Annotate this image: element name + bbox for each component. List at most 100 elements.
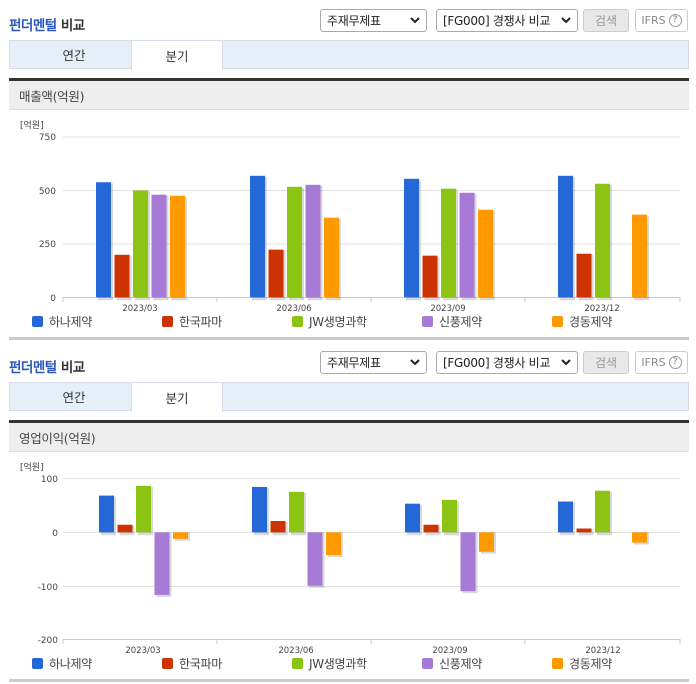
x-tick-labels: 2023/03 2023/06 2023/09 2023/12	[125, 646, 620, 656]
legend-swatch	[552, 316, 563, 327]
x-ticks	[62, 297, 681, 302]
legend-item[interactable]: 신풍제약	[422, 313, 482, 330]
tab-quarterly[interactable]: 분기	[131, 40, 223, 70]
chevron-down-icon	[410, 17, 420, 24]
svg-text:250: 250	[39, 240, 56, 250]
svg-text:2023/12: 2023/12	[584, 304, 619, 314]
unit-label: [억원]	[20, 463, 44, 473]
bar	[136, 485, 151, 533]
bars	[99, 485, 649, 597]
chevron-down-icon	[561, 17, 571, 24]
period-tabs: 연간 분기	[9, 40, 689, 70]
bar	[576, 528, 592, 533]
help-icon[interactable]: ?	[668, 356, 682, 369]
legend-item[interactable]: 경동제약	[552, 655, 612, 672]
svg-text:2023/09: 2023/09	[432, 646, 467, 656]
svg-text:-200: -200	[38, 636, 59, 646]
svg-text:750: 750	[39, 133, 56, 143]
bar	[324, 217, 339, 298]
ifrs-button[interactable]: IFRS ?	[635, 9, 688, 32]
svg-text:100: 100	[41, 475, 58, 485]
legend-item[interactable]: 하나제약	[32, 655, 92, 672]
legend-swatch	[162, 658, 173, 669]
svg-text:-100: -100	[38, 583, 59, 593]
legend-item[interactable]: 한국파마	[162, 313, 222, 330]
bar	[422, 255, 438, 298]
bar	[250, 175, 265, 298]
legend-swatch	[32, 658, 43, 669]
bar	[423, 524, 439, 533]
bar	[173, 532, 188, 539]
legend-swatch	[292, 658, 303, 669]
legend-item[interactable]: 하나제약	[32, 313, 92, 330]
bar	[460, 532, 476, 592]
bar	[404, 178, 419, 298]
bar	[595, 183, 610, 298]
peer-group-select[interactable]: [FG000] 경쟁사 비교	[436, 351, 578, 374]
legend-item[interactable]: 경동제약	[552, 313, 612, 330]
chart-legend: 하나제약 한국파마 JW생명과학 신풍제약 경동제약	[0, 655, 696, 671]
bar	[287, 186, 302, 298]
unit-label: [억원]	[20, 121, 44, 131]
legend-swatch	[552, 658, 563, 669]
legend-swatch	[422, 658, 433, 669]
bar	[576, 253, 592, 298]
section-title: 매출액(억원)	[9, 81, 689, 110]
bar	[305, 184, 321, 298]
x-ticks	[62, 639, 681, 644]
bar	[133, 190, 148, 298]
legend-item[interactable]: JW생명과학	[292, 313, 367, 330]
search-button[interactable]: 검색	[583, 351, 629, 374]
bar	[632, 214, 647, 298]
bars	[96, 175, 649, 301]
search-button[interactable]: 검색	[583, 9, 629, 32]
svg-text:0: 0	[50, 294, 56, 304]
bar	[558, 175, 573, 298]
statement-select[interactable]: 주재무제표	[320, 351, 427, 374]
legend-swatch	[292, 316, 303, 327]
svg-text:2023/06: 2023/06	[278, 646, 313, 656]
peer-group-select[interactable]: [FG000] 경쟁사 비교	[436, 9, 578, 32]
section-title: 영업이익(억원)	[9, 423, 689, 452]
sales-bar-chart: 750 500 250 0 2023/03 2023/06 2023/09 20…	[39, 133, 681, 314]
statement-select[interactable]: 주재무제표	[320, 9, 427, 32]
bar	[117, 524, 133, 533]
tab-quarterly[interactable]: 분기	[131, 382, 223, 412]
help-icon[interactable]: ?	[668, 14, 682, 27]
bar	[558, 501, 573, 533]
bar	[405, 503, 420, 533]
x-tick-labels: 2023/03 2023/06 2023/09 2023/12	[122, 304, 619, 314]
bar	[252, 486, 267, 533]
chart-legend: 하나제약 한국파마 JW생명과학 신풍제약 경동제약	[0, 313, 696, 329]
legend-item[interactable]: JW생명과학	[292, 655, 367, 672]
tab-annual[interactable]: 연간	[62, 390, 86, 405]
svg-text:2023/06: 2023/06	[276, 304, 311, 314]
divider	[9, 337, 689, 340]
tab-annual[interactable]: 연간	[62, 48, 86, 63]
bar	[595, 490, 610, 533]
bar	[326, 532, 341, 555]
bar	[270, 520, 286, 533]
svg-text:2023/03: 2023/03	[125, 646, 160, 656]
bar	[442, 499, 457, 533]
ifrs-button[interactable]: IFRS ?	[635, 351, 688, 374]
divider	[9, 420, 689, 423]
fundamental-panel-sales: 펀더멘털 비교 주재무제표 [FG000] 경쟁사 비교 검색 IFRS ? 연…	[0, 9, 696, 340]
panel-title: 펀더멘털 비교	[9, 18, 85, 34]
legend-swatch	[422, 316, 433, 327]
divider	[9, 679, 689, 682]
fundamental-panel-operating-profit: 펀더멘털 비교 주재무제표 [FG000] 경쟁사 비교 검색 IFRS ? 연…	[0, 342, 696, 684]
y-tick-labels: 750 500 250 0	[39, 133, 56, 304]
svg-text:2023/12: 2023/12	[585, 646, 620, 656]
bar	[170, 195, 185, 298]
bar	[99, 495, 114, 533]
operating-profit-bar-chart: 100 0 -100 -200 2023/03 2023/06 2023/09 …	[38, 475, 681, 656]
divider	[9, 78, 689, 81]
bar	[289, 491, 304, 533]
legend-item[interactable]: 신풍제약	[422, 655, 482, 672]
bar	[268, 249, 284, 298]
bar	[459, 192, 475, 298]
bar	[441, 188, 456, 298]
legend-item[interactable]: 한국파마	[162, 655, 222, 672]
bar	[479, 532, 494, 552]
